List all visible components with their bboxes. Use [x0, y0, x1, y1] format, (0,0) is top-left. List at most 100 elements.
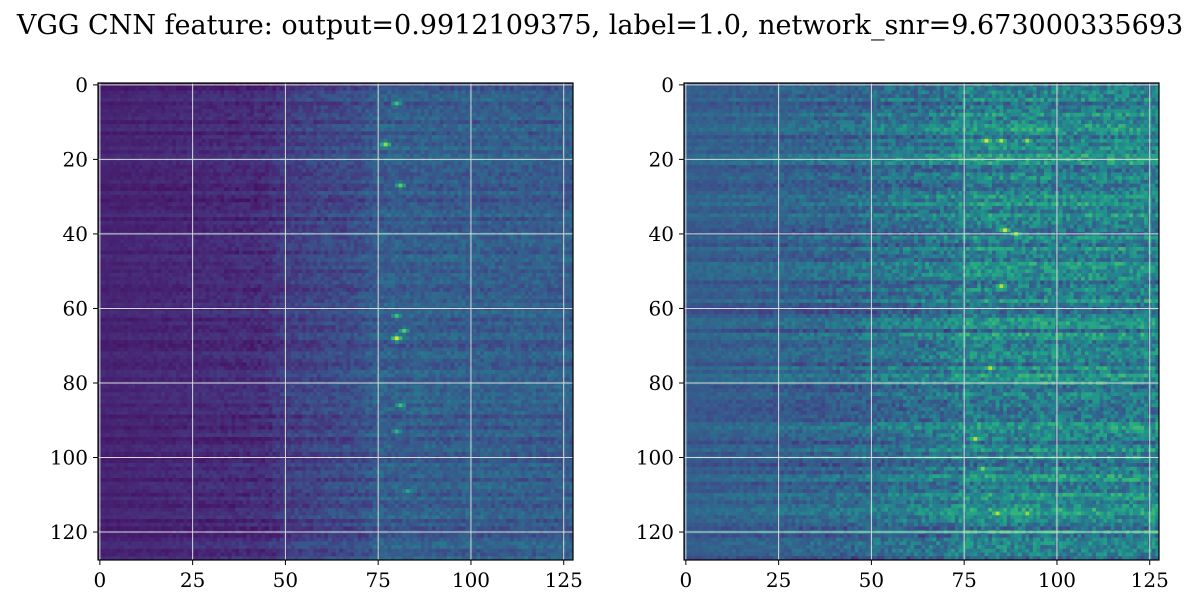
heatmap-cell: [535, 187, 540, 192]
heatmap-cell: [435, 109, 440, 114]
heatmap-cell: [116, 116, 121, 121]
heatmap-cell: [506, 168, 511, 173]
heatmap-cell: [201, 213, 207, 218]
heatmap-cell: [394, 142, 399, 147]
heatmap-cell: [391, 153, 396, 158]
heatmap-cell: [309, 161, 314, 166]
heatmap-cell: [261, 198, 266, 203]
heatmap-cell: [339, 142, 344, 147]
heatmap-cell: [487, 179, 492, 185]
heatmap-cell: [127, 187, 132, 192]
heatmap-cell: [357, 220, 362, 226]
heatmap-cell: [220, 168, 225, 173]
heatmap-cell: [175, 97, 181, 103]
heatmap-cell: [457, 123, 463, 129]
heatmap-cell: [279, 101, 284, 106]
heatmap-cell: [398, 94, 403, 99]
heatmap-cell: [105, 213, 110, 218]
heatmap-cell: [346, 135, 351, 140]
heatmap-cell: [569, 164, 574, 170]
heatmap-cell: [305, 172, 310, 177]
heatmap-cell: [387, 205, 392, 211]
heatmap-cell: [417, 164, 422, 170]
heatmap-cell: [335, 179, 340, 185]
heatmap-cell: [276, 94, 281, 99]
heatmap-cell: [105, 191, 110, 196]
heatmap-cell: [116, 187, 121, 192]
heatmap-cell: [428, 224, 433, 229]
heatmap-cell: [431, 123, 437, 129]
heatmap-cell: [543, 224, 548, 229]
heatmap-cell: [201, 150, 207, 155]
heatmap-cell: [391, 101, 396, 106]
heatmap-cell: [316, 161, 322, 166]
heatmap-cell: [264, 86, 270, 91]
heatmap-cell: [554, 191, 559, 196]
heatmap-cell: [443, 150, 448, 155]
heatmap-cell: [472, 187, 477, 192]
heatmap-cell: [239, 202, 244, 207]
heatmap-cell: [264, 187, 270, 192]
heatmap-cell: [335, 138, 340, 144]
heatmap-cell: [179, 168, 184, 173]
heatmap-cell: [175, 131, 181, 136]
heatmap-cell: [153, 116, 158, 121]
heatmap-cell: [517, 202, 522, 207]
heatmap-cell: [380, 220, 385, 226]
heatmap-cell: [290, 217, 296, 222]
heatmap-cell: [257, 153, 262, 158]
heatmap-cell: [354, 224, 359, 229]
heatmap-cell: [532, 209, 537, 214]
heatmap-cell: [309, 164, 314, 170]
heatmap-cell: [342, 224, 348, 229]
heatmap-cell: [316, 198, 322, 203]
heatmap-cell: [532, 191, 537, 196]
heatmap-cell: [161, 164, 166, 170]
heatmap-cell: [175, 194, 181, 199]
heatmap-cell: [279, 146, 284, 151]
heatmap-cell: [569, 220, 574, 226]
heatmap-cell: [109, 90, 114, 95]
heatmap-cell: [524, 179, 529, 185]
heatmap-cell: [342, 168, 348, 173]
heatmap-cell: [313, 146, 318, 151]
heatmap-cell: [257, 123, 262, 129]
heatmap-cell: [394, 90, 399, 95]
heatmap-cell: [439, 116, 444, 121]
heatmap-cell: [305, 220, 310, 226]
heatmap-cell: [109, 183, 114, 188]
heatmap-cell: [509, 116, 515, 121]
heatmap-cell: [127, 202, 132, 207]
heatmap-cell: [498, 135, 503, 140]
heatmap-cell: [380, 168, 385, 173]
heatmap-cell: [565, 105, 570, 110]
heatmap-cell: [402, 109, 407, 114]
heatmap-cell: [339, 101, 344, 106]
heatmap-cell: [357, 213, 362, 218]
heatmap-cell: [439, 146, 444, 151]
heatmap-cell: [216, 112, 221, 117]
heatmap-cell: [220, 176, 225, 181]
heatmap-cell: [387, 198, 392, 203]
heatmap-cell: [302, 135, 307, 140]
heatmap-cell: [305, 205, 310, 211]
heatmap-cell: [120, 101, 125, 106]
heatmap-cell: [205, 161, 210, 166]
heatmap-cell: [264, 123, 270, 129]
heatmap-cell: [175, 135, 181, 140]
heatmap-cell: [372, 172, 377, 177]
heatmap-cell: [157, 142, 162, 147]
heatmap-cell: [131, 168, 136, 173]
heatmap-cell: [290, 202, 296, 207]
heatmap-cell: [272, 150, 277, 155]
heatmap-cell: [123, 123, 129, 129]
heatmap-cell: [183, 146, 188, 151]
heatmap-cell: [535, 176, 540, 181]
heatmap-cell: [535, 123, 540, 129]
heatmap-cell: [532, 112, 537, 117]
heatmap-cell: [487, 123, 492, 129]
heatmap-cell: [250, 202, 255, 207]
heatmap-cell: [509, 205, 515, 211]
heatmap-cell: [198, 176, 203, 181]
